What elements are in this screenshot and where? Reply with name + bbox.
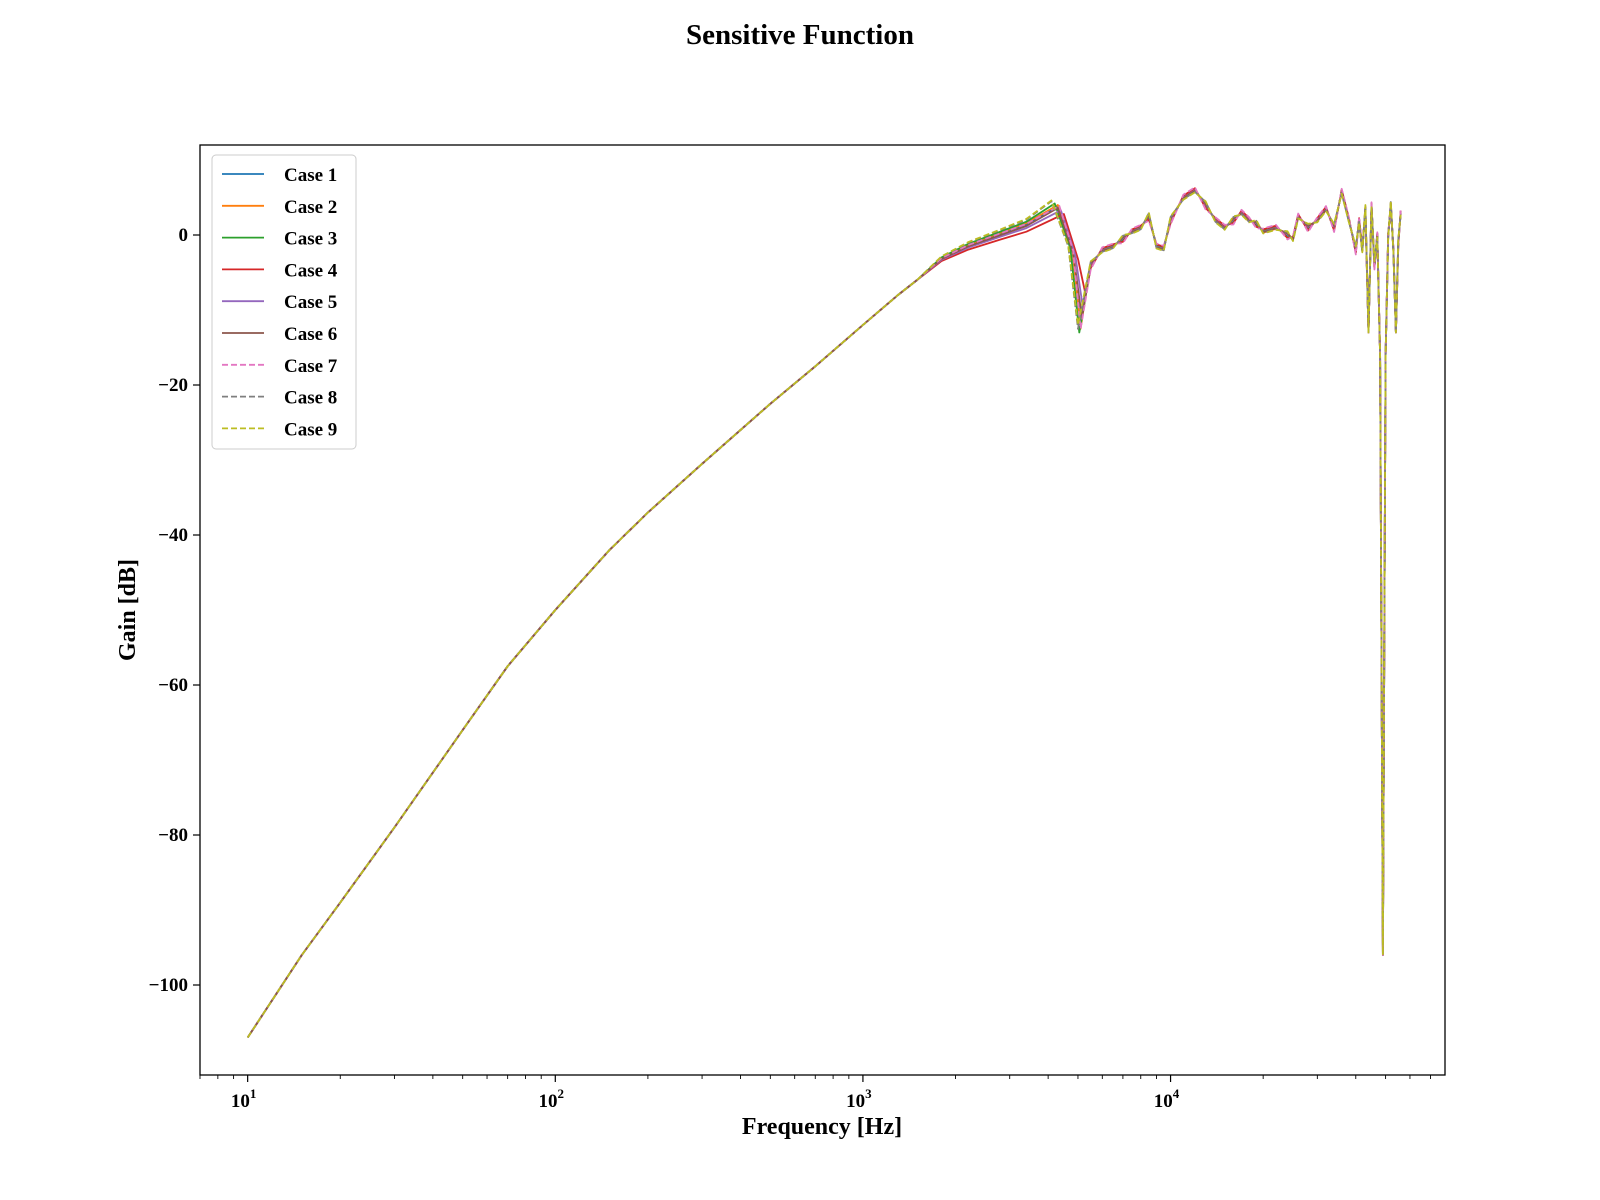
y-tick-label: −20 (158, 375, 188, 396)
x-tick-label: 103 (846, 1086, 872, 1112)
series-line (246, 190, 1402, 1038)
legend-entry-label: Case 3 (284, 229, 337, 250)
legend-entry-label: Case 6 (284, 324, 337, 345)
y-tick-label: −80 (158, 825, 188, 846)
y-axis: 0 −20 −40 −60 −80 −100 (149, 225, 200, 996)
legend-entry-label: Case 2 (284, 197, 337, 218)
plot-lines (246, 186, 1402, 1038)
series-line (246, 189, 1402, 1038)
y-tick-label: 0 (179, 225, 189, 246)
y-tick-label: −100 (149, 975, 188, 996)
series-line (246, 191, 1402, 1038)
y-axis-label: Gain [dB] (115, 559, 141, 661)
legend: Case 1 Case 2 Case 3 Case 4 Case 5 Case 6 Case… (211, 154, 357, 450)
x-tick-label: 102 (539, 1086, 565, 1112)
x-axis: 101 102 103 104 (199, 1075, 1431, 1112)
plot-area-frame (199, 144, 1446, 1076)
series-line (246, 189, 1402, 1038)
series-line (246, 190, 1402, 1038)
x-tick-label: 104 (1154, 1086, 1180, 1112)
legend-entry-label: Case 5 (284, 292, 337, 313)
y-tick-label: −40 (158, 525, 188, 546)
legend-box (211, 154, 357, 450)
x-axis-label: Frequency [Hz] (742, 1114, 902, 1140)
legend-entry-label: Case 4 (284, 260, 338, 281)
legend-entry-label: Case 9 (284, 419, 337, 440)
legend-entry-label: Case 8 (284, 388, 337, 409)
series-line (246, 187, 1402, 1038)
legend-entry-label: Case 7 (284, 356, 338, 377)
series-line (246, 190, 1402, 1038)
y-tick-label: −60 (158, 675, 188, 696)
legend-entry-label: Case 1 (284, 165, 337, 186)
x-tick-label: 101 (231, 1086, 257, 1112)
series-line (246, 186, 1402, 1038)
series-line (246, 187, 1402, 1038)
chart-title: Sensitive Function (686, 19, 914, 51)
